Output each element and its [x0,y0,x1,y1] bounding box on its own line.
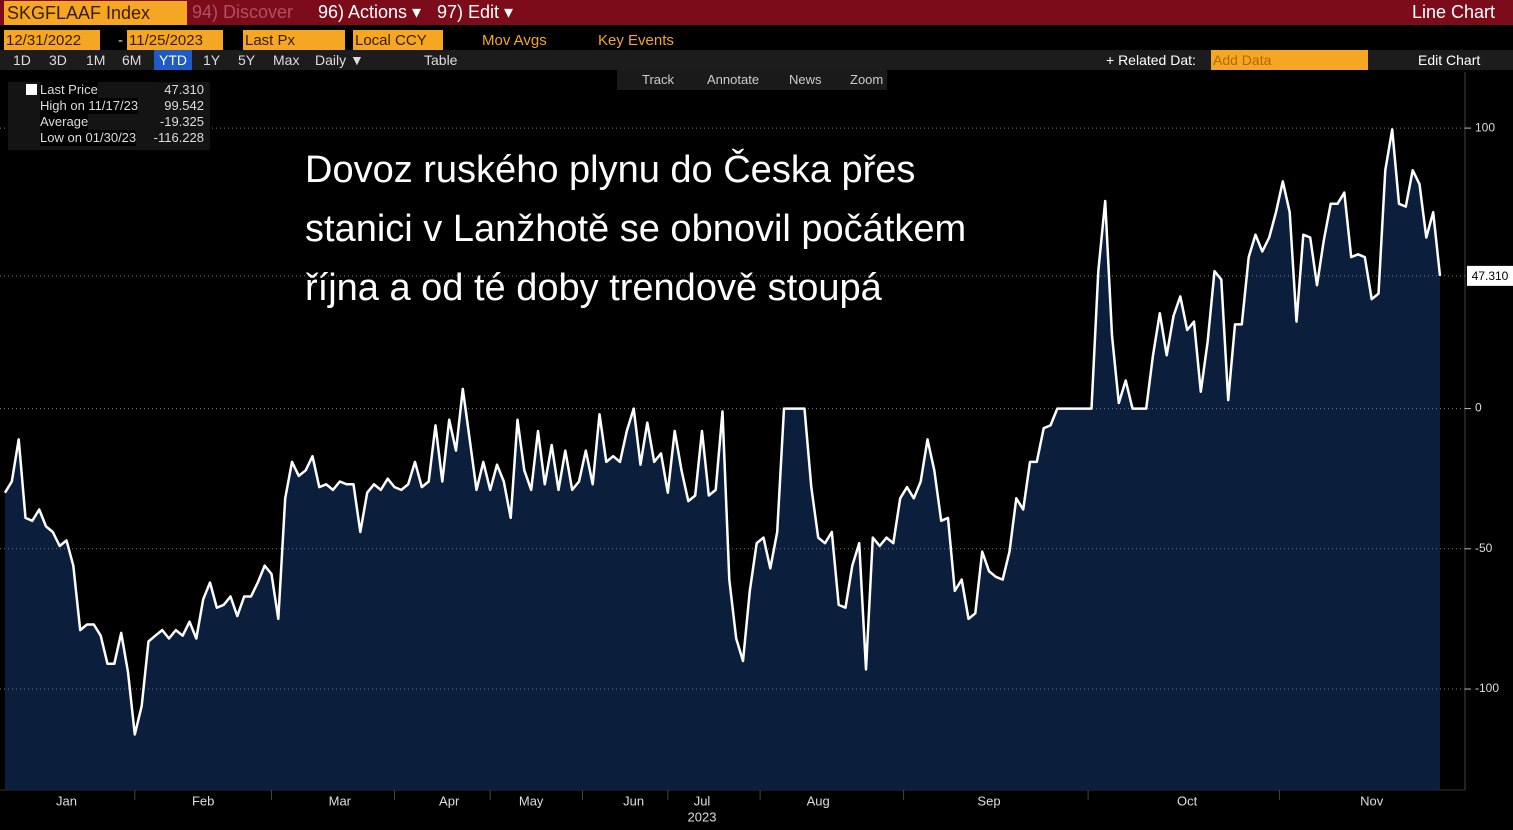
chart-tool[interactable]: Track [642,72,675,87]
annotation: října a od té doby trendově stoupá [305,267,883,309]
period-button[interactable]: 5Y [238,52,256,68]
legend-label: High on 11/17/23 [40,98,139,114]
view-title: Line Chart [1412,2,1496,22]
last-value-label: 47.310 [1472,269,1509,283]
annotation: Dovoz ruského plynu do Česka přes [305,147,915,191]
line [3,128,1442,736]
period-bar: 1D 3D 1M 6M YTD 1Y 5Y Max Daily ▼ Table + Relat… [0,50,1513,70]
currency-input[interactable]: Local CCY [353,30,443,51]
chart-tool[interactable]: Zoom [850,72,884,87]
legend-value: -19.325 [159,114,204,129]
start-date[interactable]: 12/31/2022 [4,30,100,51]
x-sublabel: 2023 [688,809,717,824]
date-separator: - [118,32,123,49]
period-button[interactable]: YTD [154,50,192,70]
legend-swatch [26,84,37,95]
legend-value: -116.228 [153,130,204,145]
x-tick-label: Feb [192,793,214,808]
legend-label: Average [40,114,89,130]
x-tick-label: Jan [56,793,77,808]
key-events[interactable]: Key Events [598,32,674,49]
actions-menu[interactable]: 96) Actions ▾ [318,2,422,22]
period-button[interactable]: 3D [49,52,67,68]
field-input[interactable]: Last Px [243,30,345,51]
x-tick-label: May [519,793,544,808]
y-tick-label: 100 [1475,120,1495,134]
title-bar: SKGFLAAF Index 94) Discover 96) Actions … [0,0,1513,25]
edit-menu[interactable]: 97) Edit ▾ [437,2,514,22]
last-value-badge [1467,265,1513,286]
related-data[interactable]: + Related Dat: [1106,52,1196,68]
area [5,129,1440,790]
chart-tools: Track Annotate News Zoom [617,70,887,90]
x-tick-label: Aug [807,793,830,808]
frequency[interactable]: Daily ▼ [315,52,364,68]
legend-label: Last Price [40,82,98,98]
y-tick-label: -100 [1475,681,1499,695]
ticker-input[interactable]: SKGFLAAF Index [4,1,187,25]
x-axis-band [0,790,1513,830]
mov-avgs[interactable]: Mov Avgs [482,32,547,49]
x-tick-label: Mar [329,793,352,808]
settings-bar: 12/31/2022 - 11/25/2023 Last Px Local CC… [0,27,1513,51]
discover-menu[interactable]: 94) Discover [192,2,294,22]
x-tick-label: Jul [694,793,711,808]
legend: Last Price 47.310 High on 11/17/23 99.542 Av… [8,82,210,150]
table-button[interactable]: Table [424,52,458,68]
end-date[interactable]: 11/25/2023 [127,30,223,51]
edit-chart[interactable]: Edit Chart [1418,52,1481,68]
legend-value: 99.542 [164,98,204,113]
period-button[interactable]: 1D [13,52,31,68]
add-data[interactable]: Add Data [1211,50,1368,70]
x-tick-label: Apr [439,793,460,808]
chart-tool[interactable]: News [789,72,822,87]
annotation: stanici v Lanžhotě se obnovil počátkem [305,208,966,250]
y-tick-label: 0 [1475,401,1482,415]
legend-label: Low on 01/30/23 [40,130,137,146]
x-tick-label: Oct [1177,793,1198,808]
y-tick-label: -50 [1475,541,1493,555]
period-button[interactable]: Max [273,52,300,68]
x-tick-label: Nov [1360,793,1384,808]
x-tick-label: Jun [623,793,644,808]
period-button[interactable]: 6M [122,52,142,68]
legend-value: 47.310 [164,82,204,97]
chart-tool[interactable]: Annotate [707,72,760,87]
period-button[interactable]: 1Y [203,52,221,68]
period-button[interactable]: 1M [86,52,106,68]
x-tick-label: Sep [977,793,1000,808]
